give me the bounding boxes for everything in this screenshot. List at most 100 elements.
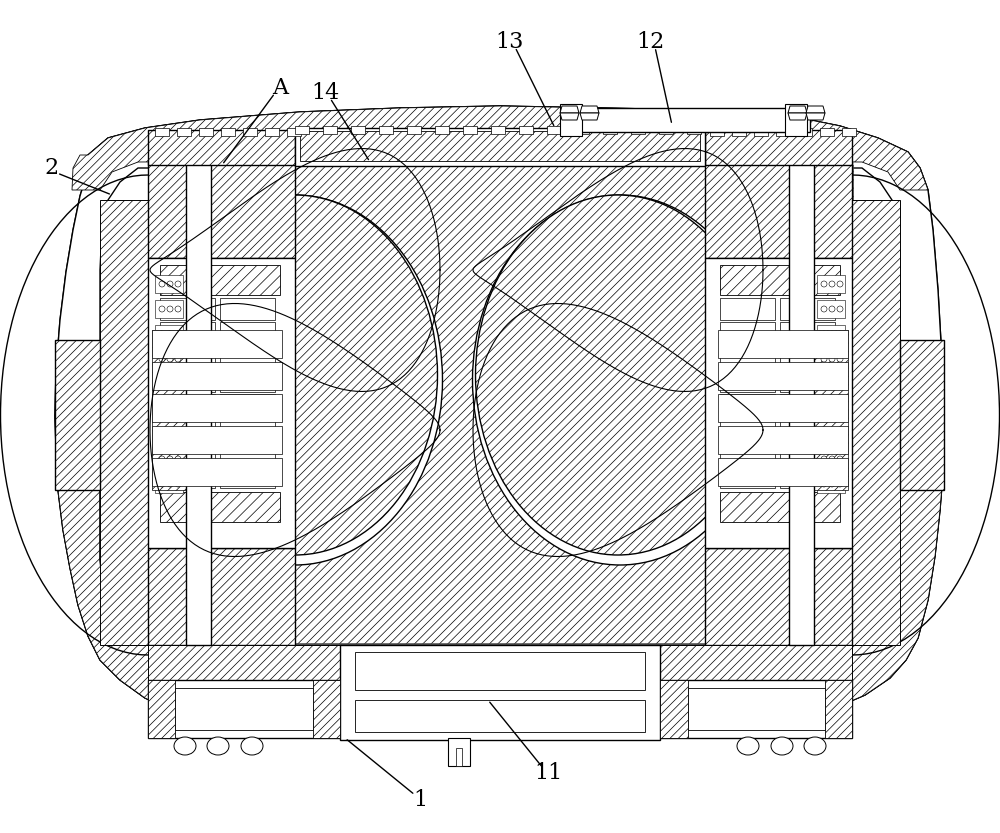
Bar (155, 275, 183, 293)
Bar (842, 128, 856, 136)
Bar (688, 688, 825, 730)
Bar (720, 298, 775, 320)
Ellipse shape (829, 306, 835, 312)
Bar (780, 322, 835, 344)
Bar (780, 442, 835, 464)
Ellipse shape (821, 331, 827, 337)
Ellipse shape (167, 281, 173, 287)
Ellipse shape (829, 431, 835, 437)
Bar (155, 375, 183, 393)
Bar (720, 442, 775, 464)
Bar (220, 442, 275, 464)
Ellipse shape (837, 456, 843, 462)
Bar (355, 700, 645, 732)
Text: 1: 1 (413, 789, 427, 811)
Bar (152, 330, 187, 490)
Ellipse shape (829, 381, 835, 387)
Bar (456, 748, 462, 766)
Ellipse shape (159, 356, 165, 362)
Bar (355, 652, 645, 690)
Bar (220, 370, 275, 392)
Polygon shape (148, 162, 295, 258)
Text: 13: 13 (496, 31, 524, 53)
Bar (817, 400, 845, 418)
Bar (718, 330, 848, 358)
Bar (351, 126, 365, 134)
Bar (780, 346, 835, 368)
Ellipse shape (159, 381, 165, 387)
Ellipse shape (159, 481, 165, 487)
Polygon shape (788, 106, 807, 113)
Ellipse shape (837, 406, 843, 412)
Ellipse shape (771, 737, 793, 755)
Bar (817, 300, 845, 318)
Ellipse shape (241, 737, 263, 755)
Bar (780, 418, 835, 440)
Bar (720, 265, 840, 295)
Ellipse shape (175, 281, 181, 287)
Ellipse shape (175, 456, 181, 462)
Ellipse shape (159, 456, 165, 462)
Ellipse shape (837, 356, 843, 362)
Bar (199, 128, 213, 136)
Bar (160, 298, 215, 320)
Ellipse shape (821, 406, 827, 412)
Polygon shape (806, 106, 825, 113)
Ellipse shape (159, 281, 165, 287)
Bar (817, 275, 845, 293)
Ellipse shape (175, 306, 181, 312)
Ellipse shape (175, 356, 181, 362)
Ellipse shape (159, 406, 165, 412)
Bar (155, 128, 169, 136)
Bar (287, 128, 301, 136)
Bar (754, 128, 768, 136)
Bar (817, 350, 845, 368)
Polygon shape (852, 200, 900, 645)
Bar (785, 104, 807, 136)
Text: 12: 12 (636, 31, 664, 53)
Ellipse shape (837, 306, 843, 312)
Polygon shape (55, 340, 100, 490)
Ellipse shape (737, 737, 759, 755)
Bar (435, 126, 449, 134)
Bar (160, 346, 215, 368)
Bar (160, 466, 215, 488)
Ellipse shape (207, 737, 229, 755)
Text: A: A (272, 77, 288, 99)
Bar (720, 346, 775, 368)
Ellipse shape (175, 406, 181, 412)
Bar (659, 126, 673, 134)
Bar (720, 370, 775, 392)
Bar (817, 425, 845, 443)
Bar (148, 258, 295, 548)
Ellipse shape (804, 737, 826, 755)
Ellipse shape (829, 331, 835, 337)
Polygon shape (788, 113, 807, 120)
Polygon shape (705, 548, 852, 645)
Bar (780, 298, 835, 320)
Ellipse shape (167, 306, 173, 312)
Bar (565, 108, 810, 132)
Bar (780, 394, 835, 416)
Ellipse shape (167, 431, 173, 437)
Polygon shape (148, 680, 175, 738)
Bar (152, 330, 282, 358)
Ellipse shape (821, 481, 827, 487)
Ellipse shape (174, 737, 196, 755)
Ellipse shape (829, 406, 835, 412)
Bar (798, 128, 812, 136)
Bar (560, 104, 582, 136)
Bar (407, 126, 421, 134)
Polygon shape (705, 130, 852, 165)
Bar (155, 475, 183, 493)
Bar (780, 370, 835, 392)
Bar (720, 492, 840, 522)
Bar (265, 128, 279, 136)
Bar (160, 492, 280, 522)
Polygon shape (148, 548, 295, 645)
Polygon shape (313, 680, 340, 738)
Polygon shape (560, 106, 579, 113)
Bar (177, 128, 191, 136)
Bar (817, 450, 845, 468)
Bar (603, 126, 617, 134)
